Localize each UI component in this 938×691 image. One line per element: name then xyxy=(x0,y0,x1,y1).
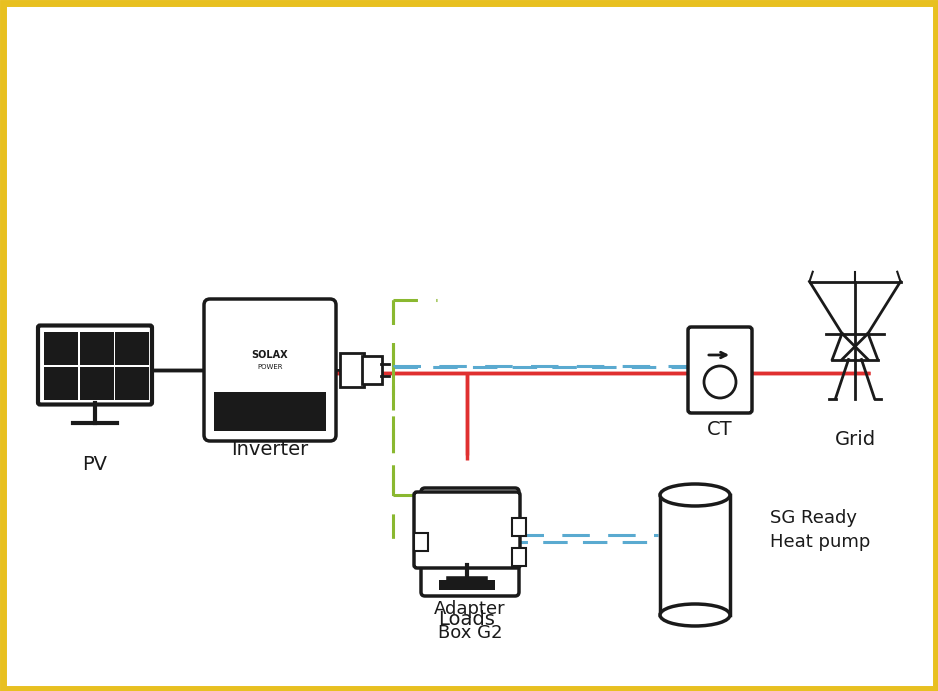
Text: CT: CT xyxy=(707,420,733,439)
FancyBboxPatch shape xyxy=(512,548,526,566)
FancyBboxPatch shape xyxy=(204,299,336,441)
Ellipse shape xyxy=(660,484,730,506)
Text: Grid: Grid xyxy=(835,430,875,449)
Text: Inverter: Inverter xyxy=(232,440,309,459)
Text: Loads: Loads xyxy=(439,610,495,629)
Text: POWER: POWER xyxy=(257,364,282,370)
FancyBboxPatch shape xyxy=(414,533,428,551)
Bar xyxy=(214,392,326,431)
FancyBboxPatch shape xyxy=(38,325,152,404)
FancyBboxPatch shape xyxy=(414,492,520,568)
Bar xyxy=(44,332,78,365)
Text: SOLAX: SOLAX xyxy=(251,350,288,360)
Text: PV: PV xyxy=(83,455,108,474)
Bar xyxy=(80,332,113,365)
Bar xyxy=(660,495,730,615)
FancyBboxPatch shape xyxy=(688,327,752,413)
Bar xyxy=(115,332,149,365)
FancyBboxPatch shape xyxy=(512,518,526,536)
FancyBboxPatch shape xyxy=(439,580,495,590)
FancyBboxPatch shape xyxy=(421,488,519,596)
FancyBboxPatch shape xyxy=(362,356,382,384)
FancyBboxPatch shape xyxy=(340,353,364,387)
Text: Adapter
Box G2: Adapter Box G2 xyxy=(434,600,506,642)
Ellipse shape xyxy=(660,604,730,626)
Text: SG Ready
Heat pump: SG Ready Heat pump xyxy=(770,509,870,551)
Bar xyxy=(115,366,149,400)
Bar xyxy=(80,366,113,400)
Circle shape xyxy=(704,366,736,398)
Bar xyxy=(44,366,78,400)
